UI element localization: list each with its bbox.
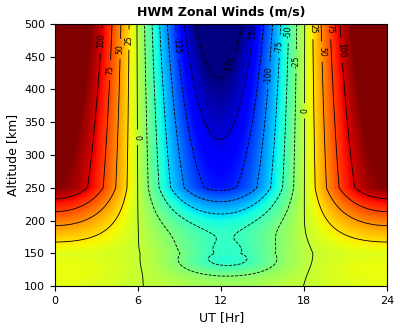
Text: -50: -50 (284, 25, 293, 38)
Text: 50: 50 (116, 44, 125, 54)
Text: 100: 100 (337, 43, 346, 58)
Text: 100: 100 (96, 34, 106, 49)
Y-axis label: Altitude [km]: Altitude [km] (6, 114, 18, 196)
Text: 75: 75 (326, 24, 335, 34)
Text: -175: -175 (223, 55, 238, 75)
Text: -25: -25 (292, 56, 301, 68)
Text: 25: 25 (124, 35, 134, 45)
Title: HWM Zonal Winds (m/s): HWM Zonal Winds (m/s) (137, 6, 305, 18)
Text: 0: 0 (300, 109, 309, 113)
Text: -75: -75 (275, 40, 284, 53)
Text: 25: 25 (308, 24, 317, 34)
Text: 75: 75 (105, 65, 115, 75)
Text: 50: 50 (317, 47, 326, 56)
Text: -100: -100 (264, 66, 274, 84)
X-axis label: UT [Hr]: UT [Hr] (198, 312, 244, 324)
Text: 0: 0 (133, 135, 142, 140)
Text: -150: -150 (248, 24, 259, 42)
Text: -125: -125 (172, 36, 183, 54)
